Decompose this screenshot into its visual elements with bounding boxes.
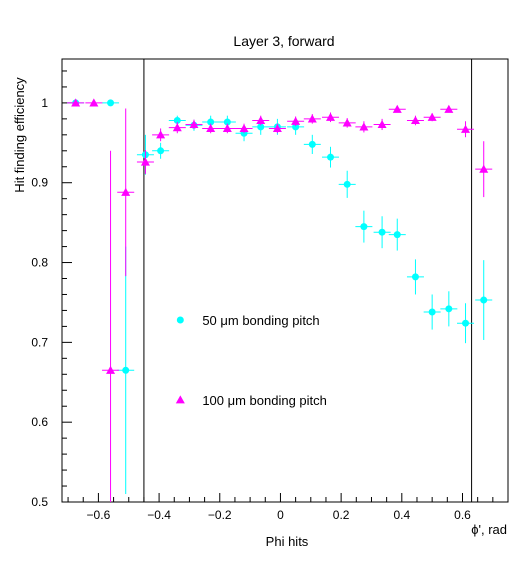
- data-point-circle: [223, 118, 231, 126]
- data-point-triangle: [342, 118, 352, 127]
- data-point-triangle: [222, 123, 232, 133]
- data-point-triangle: [461, 124, 471, 133]
- data-point-circle: [157, 147, 165, 155]
- y-axis-label: Hit finding efficiency: [12, 77, 27, 193]
- data-point-triangle: [89, 98, 99, 107]
- data-point-triangle: [71, 98, 81, 107]
- x-tick-label: 0: [277, 508, 284, 522]
- y-tick-label: 0.9: [31, 176, 48, 190]
- data-point-triangle: [377, 119, 387, 129]
- y-tick-label: 0.6: [31, 415, 48, 429]
- y-tick-label: 0.5: [31, 495, 48, 509]
- data-point-circle: [176, 316, 184, 324]
- data-point-triangle: [444, 104, 454, 113]
- y-tick-label: 0.8: [31, 256, 48, 270]
- data-point-circle: [257, 123, 265, 131]
- data-point-triangle: [307, 114, 317, 123]
- data-point-circle: [207, 118, 215, 126]
- y-tick-label: 0.7: [31, 335, 48, 349]
- data-point-triangle: [121, 187, 131, 196]
- data-point-triangle: [256, 115, 266, 125]
- reference-lines: [143, 59, 473, 502]
- data-point-circle: [480, 296, 488, 304]
- x-tick-label: 0.2: [333, 508, 350, 522]
- data-point-triangle: [206, 123, 216, 133]
- data-point-triangle: [189, 119, 199, 129]
- data-point-triangle: [359, 122, 369, 131]
- data-point-triangle: [326, 112, 336, 121]
- x-axis-label: Phi hits: [266, 534, 309, 549]
- x-tick-label: −0.6: [87, 508, 111, 522]
- data-point-circle: [343, 180, 351, 188]
- data-point-circle: [308, 140, 316, 148]
- series-group: [67, 98, 493, 502]
- data-point-triangle: [410, 115, 420, 125]
- data-point-circle: [360, 223, 368, 231]
- x-tick-label: 0.6: [454, 508, 471, 522]
- data-point-triangle: [291, 116, 301, 125]
- data-point-circle: [411, 273, 419, 281]
- x-axis-unit-label: ϕ', rad: [471, 522, 507, 537]
- data-point-circle: [378, 228, 386, 236]
- data-point-triangle: [479, 164, 489, 173]
- x-tick-label: −0.2: [208, 508, 232, 522]
- legend-label: 50 μm bonding pitch: [202, 313, 319, 328]
- data-point-circle: [445, 305, 453, 313]
- series-group: [67, 99, 493, 495]
- data-point-triangle: [140, 157, 150, 166]
- data-point-triangle: [172, 123, 182, 132]
- legend-label: 100 μm bonding pitch: [202, 393, 327, 408]
- chart-title: Layer 3, forward: [233, 33, 334, 49]
- data-point-circle: [173, 116, 181, 124]
- y-tick-label: 1: [41, 96, 48, 110]
- data-point-triangle: [427, 112, 437, 121]
- legend: 50 μm bonding pitch 100 μm bonding pitch: [175, 313, 327, 408]
- y-axis: 0.5 0.6 0.7 0.8 0.9 1: [31, 70, 72, 509]
- data-point-circle: [393, 231, 401, 239]
- x-axis: −0.6 −0.4 −0.2 0 0.2 0.4 0.6: [67, 493, 509, 522]
- data-point-triangle: [175, 395, 185, 404]
- plot-frame: [61, 58, 509, 503]
- data-point-triangle: [272, 123, 282, 133]
- data-point-circle: [107, 99, 115, 107]
- data-point-triangle: [392, 104, 402, 113]
- data-point-circle: [327, 153, 335, 161]
- data-point-triangle: [239, 123, 249, 133]
- data-point-triangle: [106, 365, 116, 374]
- data-point-triangle: [156, 130, 166, 139]
- data-series: [67, 98, 493, 502]
- data-point-circle: [428, 308, 436, 316]
- data-point-circle: [292, 123, 300, 131]
- x-tick-label: 0.4: [393, 508, 410, 522]
- x-tick-label: −0.4: [147, 508, 171, 522]
- data-point-circle: [462, 319, 470, 327]
- data-point-circle: [122, 366, 130, 374]
